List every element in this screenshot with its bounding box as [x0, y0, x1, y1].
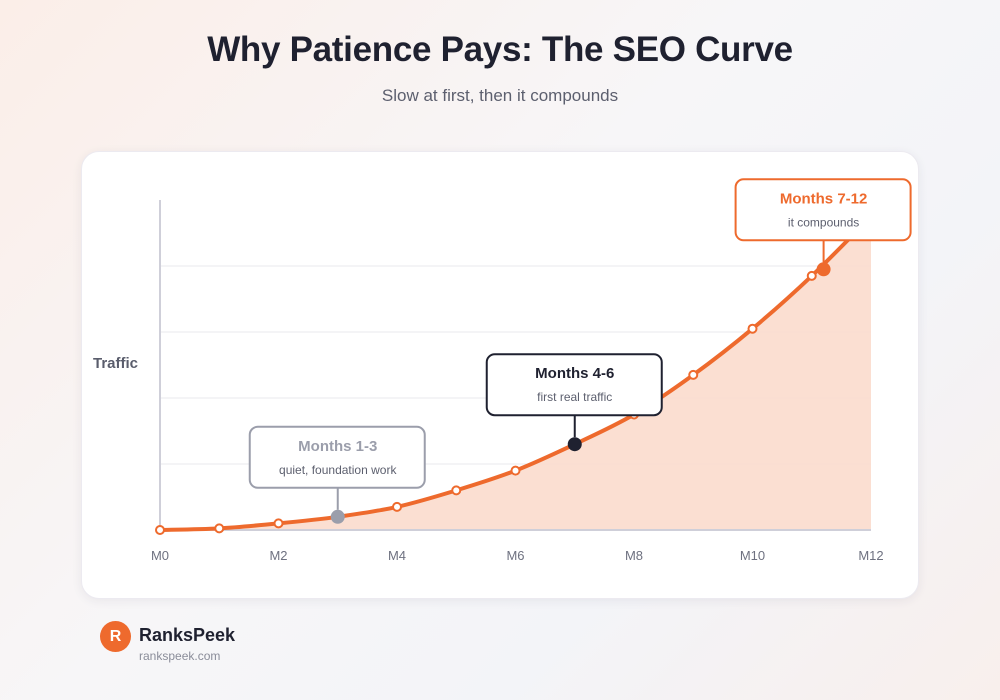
data-point: [392, 501, 402, 512]
annotation-marker: [816, 262, 831, 277]
annotation-box: [734, 178, 912, 242]
brand-logo-icon: R: [100, 621, 131, 652]
annotation-box: [485, 353, 663, 417]
y-axis-label: Traffic: [93, 355, 139, 372]
x-tick-label: M0: [151, 548, 169, 563]
data-point: [273, 518, 284, 529]
annotation-text: quiet, foundation work: [279, 463, 397, 477]
annotation-marker: [567, 437, 582, 452]
x-tick-label: M12: [858, 548, 883, 563]
annotation-text: first real traffic: [537, 390, 612, 404]
data-point: [688, 369, 699, 380]
x-tick-label: M4: [388, 548, 406, 563]
x-tick-label: M10: [740, 548, 765, 563]
area-fill: [160, 216, 871, 530]
annotation-marker: [330, 509, 345, 524]
x-tick-label: M8: [625, 548, 643, 563]
annotation-text: it compounds: [788, 215, 859, 229]
annotation-box: [248, 425, 426, 489]
annotation-title: Months 4-6: [535, 365, 614, 382]
brand-name: RanksPeek: [139, 625, 236, 645]
data-point: [155, 525, 165, 535]
data-point: [747, 323, 758, 334]
page-subtitle: Slow at first, then it compounds: [381, 86, 619, 105]
data-point: [510, 465, 521, 476]
x-tick-label: M2: [269, 548, 287, 563]
annotation-title: Months 1-3: [298, 438, 377, 455]
data-point: [214, 523, 225, 534]
annotation-title: Months 7-12: [780, 190, 868, 207]
brand-url[interactable]: rankspeek.com: [139, 649, 221, 663]
data-point: [806, 270, 817, 281]
x-tick-label: M6: [506, 548, 524, 563]
page-title: Why Patience Pays: The SEO Curve: [207, 30, 793, 69]
data-point: [451, 485, 462, 496]
